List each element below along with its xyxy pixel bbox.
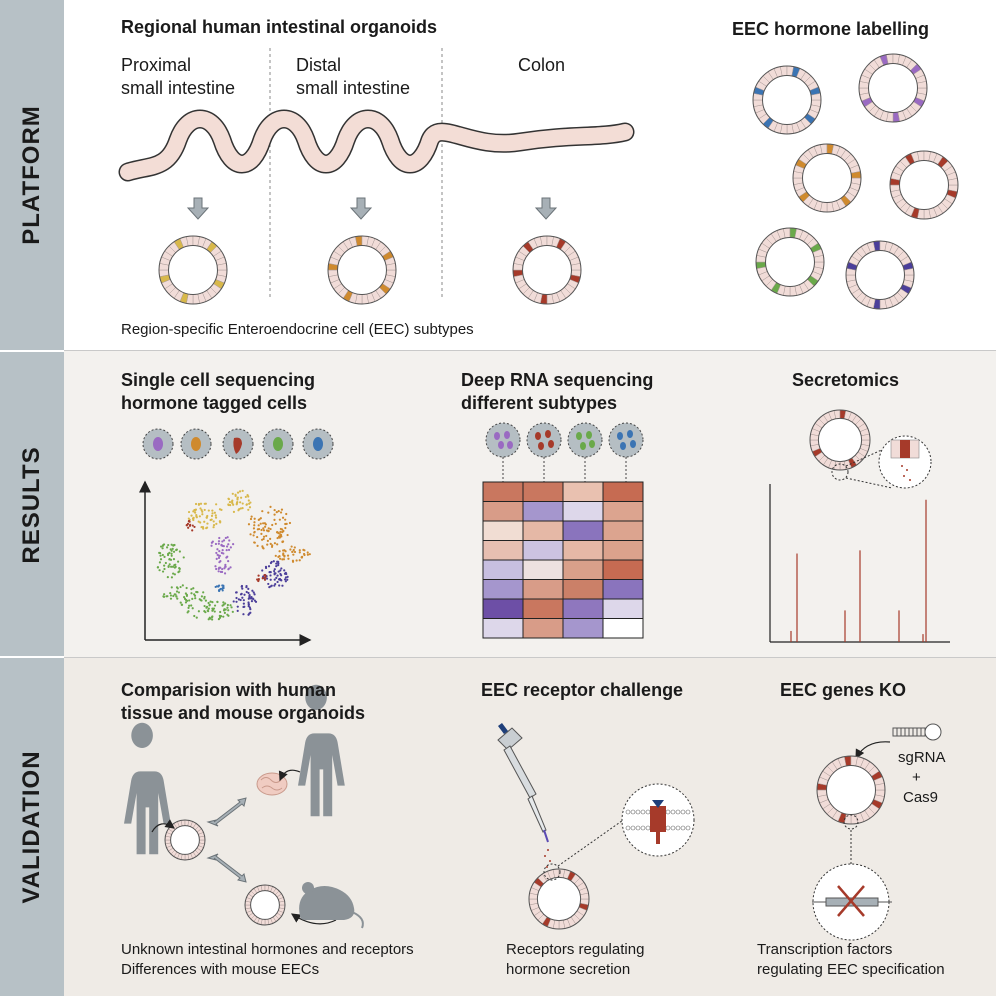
heatmap-cell [562,579,604,600]
receptor-caption: Receptors regulating hormone secretion [506,941,645,978]
organoid-mouse [244,884,286,926]
down-arrow-icon [186,197,210,220]
organoid-green [755,227,825,297]
secretomics-title: Secretomics [792,370,900,390]
heatmap-cell [522,481,564,502]
organoid-purple [858,53,928,123]
human-body-left [124,722,171,855]
tsne-scatter [156,489,311,621]
down-arrow-icon [534,197,558,220]
organoid-blue [752,65,822,135]
ko-caption: Transcription factors regulating EEC spe… [757,941,945,978]
ko-title: EEC genes KO [780,680,907,700]
ko-sgrna-label: sgRNA [898,749,946,766]
heatmap-cell [482,520,524,541]
heatmap-cell [522,598,564,619]
cell-circles [142,428,334,460]
rna-heatmap [482,481,644,639]
heatmap-cell [562,559,604,580]
organoid-proximal [158,235,228,305]
organoid-secretomics [809,409,871,471]
human-body-right [298,684,345,817]
heatmap-cell [602,598,644,619]
heatmap-cell [602,540,644,561]
heatmap-cell [482,559,524,580]
platform-title: Regional human intestinal organoids [121,17,438,37]
mouse-icon [299,882,364,929]
heatmap-cell [482,540,524,561]
heatmap-cell [602,481,644,502]
down-arrow-icon [349,197,373,220]
heatmap-cell [482,501,524,522]
rna-title: Deep RNA sequencing different subtypes [461,370,654,413]
heatmap-cell [602,520,644,541]
comparison-caption: Unknown intestinal hormones and receptor… [121,941,414,978]
intestine-tube [118,109,635,182]
heatmap-cell [562,618,604,639]
organoid-ko [816,755,886,825]
organoid-colon [512,235,582,305]
region-label-colon: Colon [518,55,566,75]
heatmap-cell [522,540,564,561]
heatmap-cell [562,520,604,541]
heatmap-cell [562,540,604,561]
single-cell-title: Single cell sequencing hormone tagged ce… [121,370,316,413]
organoid-human [164,819,206,861]
organoid-red [889,150,959,220]
heatmap-cell [482,598,524,619]
ko-cas9-label: Cas9 [903,789,939,806]
heatmap-cell [602,559,644,580]
double-arrows [206,797,247,883]
rna-circles [485,422,644,458]
sidebar-validation [0,658,64,996]
heatmap-cell [602,501,644,522]
heatmap-cell [602,579,644,600]
sgrna-icon [892,723,942,741]
heatmap-cell [482,481,524,502]
organoid-orange [792,143,862,213]
sidebar-results [0,352,64,656]
ko-zoom [812,863,892,941]
heatmap-cell [482,618,524,639]
organoid-receptor [528,868,590,930]
secretomics-spectrum [790,499,927,642]
sidebar-platform [0,0,64,350]
comparison-title: Comparision with human tissue and mouse … [121,680,366,723]
heatmap-cell [482,579,524,600]
receptor-zoom [621,783,695,857]
region-label-proximal: Proximal small intestine [121,55,236,98]
heatmap-cell [522,520,564,541]
heatmap-cell [522,618,564,639]
heatmap-cell [602,618,644,639]
heatmap-cell [562,598,604,619]
region-label-distal: Distal small intestine [296,55,411,98]
platform-caption: Region-specific Enteroendocrine cell (EE… [121,321,474,338]
receptor-title: EEC receptor challenge [481,680,684,700]
validation-panel [64,658,996,996]
heatmap-cell [562,501,604,522]
heatmap-cell [562,481,604,502]
heatmap-cell [522,501,564,522]
secretomics-zoom [878,435,932,489]
organoid-indigo [845,240,915,310]
pipette-icon [497,723,549,843]
ko-plus-label: + [912,769,921,786]
heatmap-cell [522,579,564,600]
heatmap-cell [522,559,564,580]
organoid-distal [327,235,397,305]
labelling-title: EEC hormone labelling [732,19,930,39]
